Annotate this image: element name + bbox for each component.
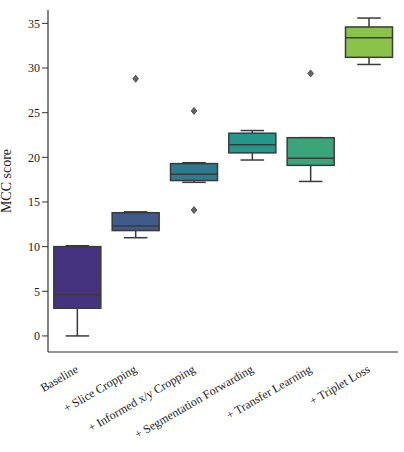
svg-text:MCC score: MCC score — [8, 149, 14, 213]
svg-text:5: 5 — [34, 285, 40, 299]
svg-text:35: 35 — [28, 17, 40, 31]
svg-text:+ Segmentation Forwarding: + Segmentation Forwarding — [132, 361, 256, 442]
svg-text:20: 20 — [28, 151, 40, 165]
svg-text:Baseline: Baseline — [38, 362, 81, 395]
svg-text:10: 10 — [28, 240, 40, 254]
svg-text:15: 15 — [28, 195, 40, 209]
svg-text:+ Slice Cropping: + Slice Cropping — [60, 361, 139, 416]
svg-text:0: 0 — [34, 329, 40, 343]
svg-text:30: 30 — [28, 61, 40, 75]
svg-text:25: 25 — [28, 106, 40, 120]
svg-text:+ Transfer Learning: + Transfer Learning — [224, 362, 314, 422]
svg-text:+ Informed x/y Cropping: + Informed x/y Cropping — [85, 361, 198, 435]
svg-text:+ Triplet Loss: + Triplet Loss — [307, 362, 373, 408]
